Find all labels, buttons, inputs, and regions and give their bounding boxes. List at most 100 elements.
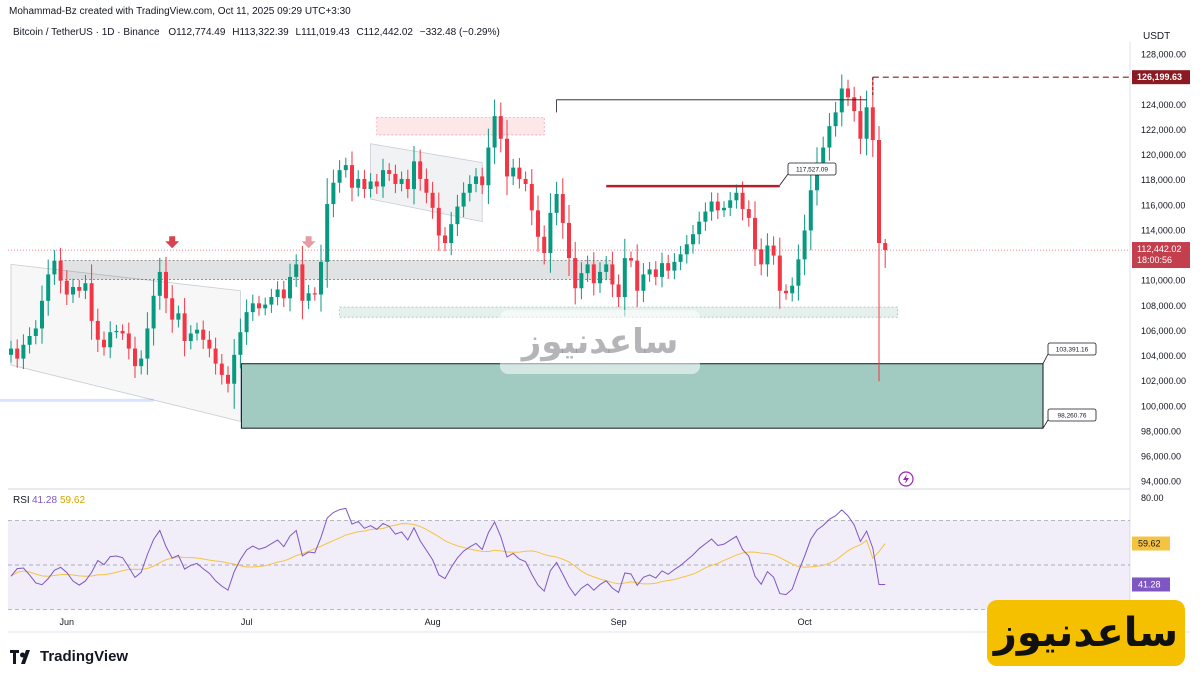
rsi-top-label: 80.00 <box>1141 493 1164 503</box>
candle <box>195 322 199 341</box>
candle-body <box>777 255 782 291</box>
rsi-badge-label: 41.28 <box>1138 579 1161 589</box>
candle <box>796 244 801 301</box>
symbol-title[interactable]: Bitcoin / TetherUS · 1D · Binance <box>13 27 160 38</box>
candle-body <box>71 286 75 295</box>
y-tick-label: 94,000.00 <box>1141 477 1181 487</box>
candle-body <box>219 363 224 375</box>
candle <box>839 74 844 127</box>
candle-body <box>238 332 243 355</box>
candle-body <box>325 204 330 262</box>
candle-body <box>474 176 478 184</box>
candle <box>331 169 336 218</box>
candle <box>715 192 720 220</box>
candle <box>759 238 764 276</box>
open-value: O112,774.49 <box>168 27 226 38</box>
high-marker-line <box>556 99 867 113</box>
candle-body <box>207 339 212 349</box>
candle-body <box>443 235 447 244</box>
candle-body <box>139 358 144 367</box>
y-tick-label: 102,000.00 <box>1141 376 1186 386</box>
candle <box>622 238 627 317</box>
candle <box>40 285 44 344</box>
rsi-line <box>10 507 886 597</box>
y-tick-label: 98,000.00 <box>1141 426 1181 436</box>
countdown-label: 18:00:56 <box>1137 255 1172 265</box>
ohlc-legend: Bitcoin / TetherUS · 1D · Binance O112,7… <box>13 27 500 38</box>
ath-price-label: 126,199.63 <box>1137 72 1182 82</box>
candle-body <box>808 190 813 231</box>
candle-body <box>511 167 516 177</box>
candle-body <box>517 167 522 179</box>
candle <box>263 297 268 316</box>
candle-body <box>40 300 44 329</box>
candle <box>418 149 423 191</box>
candle-body <box>182 313 187 342</box>
y-tick-label: 110,000.00 <box>1141 276 1185 286</box>
ath-price-badge <box>1132 70 1190 85</box>
candle-body <box>529 183 534 211</box>
candle-body <box>164 271 168 299</box>
candle <box>691 225 695 254</box>
candle <box>182 298 187 357</box>
candle-body <box>449 224 454 244</box>
alert-flash-glyph <box>903 474 909 484</box>
candle-body <box>288 276 292 299</box>
y-tick-label: 108,000.00 <box>1141 301 1186 311</box>
candle <box>219 354 224 385</box>
candle <box>542 225 547 265</box>
candle-body <box>703 211 708 222</box>
candle-body <box>46 274 51 301</box>
candle <box>33 320 38 345</box>
candle <box>275 281 280 306</box>
candle-body <box>486 147 491 186</box>
candle-body <box>15 348 20 359</box>
candle-body <box>815 162 819 191</box>
candle-body <box>746 209 751 218</box>
rsi-ma-badge <box>1132 536 1170 551</box>
candle <box>523 171 528 192</box>
candle-body <box>821 147 826 163</box>
candle-body <box>523 178 528 184</box>
candle-body <box>505 138 509 177</box>
candle <box>660 252 664 288</box>
candle <box>71 278 75 303</box>
low-value: L111,019.43 <box>295 27 350 38</box>
candle <box>436 192 441 251</box>
candle <box>604 256 609 281</box>
candle <box>188 325 193 350</box>
candle <box>9 340 13 363</box>
candlestick-chart[interactable]: 94,000.00 96,000.00 98,000.00 100,000.00 102… <box>0 0 1200 640</box>
candle-body <box>145 328 150 359</box>
watermark: ساعدنیوز <box>500 310 700 374</box>
candle-body <box>790 285 795 294</box>
candle <box>585 255 590 282</box>
candle-body <box>424 178 429 193</box>
candle <box>139 350 144 375</box>
candle-body <box>666 263 671 271</box>
tradingview-logo[interactable]: TradingView <box>10 648 128 665</box>
candle <box>114 324 119 339</box>
candle-body <box>536 210 540 237</box>
y-tick-label: 96,000.00 <box>1141 452 1181 462</box>
candle <box>83 274 88 300</box>
candle-body <box>672 261 677 271</box>
candle <box>740 181 745 221</box>
candle-body <box>176 313 181 320</box>
candle-body <box>337 170 342 183</box>
candle <box>368 173 373 198</box>
candle <box>480 167 485 194</box>
candle-body <box>697 221 702 235</box>
zone-top-callout: 103,391.16 <box>1056 347 1089 354</box>
candle <box>703 202 708 231</box>
callout-leader <box>779 173 789 186</box>
change-value: −332.48 (−0.29%) <box>419 27 500 38</box>
candle-body <box>870 107 875 140</box>
candle-body <box>722 207 726 211</box>
candle-body <box>114 330 119 333</box>
candle <box>164 257 168 314</box>
candle-body <box>133 348 137 367</box>
candle-body <box>678 254 683 262</box>
zone-bottom-callout-box <box>1047 408 1097 422</box>
candle <box>226 366 230 393</box>
